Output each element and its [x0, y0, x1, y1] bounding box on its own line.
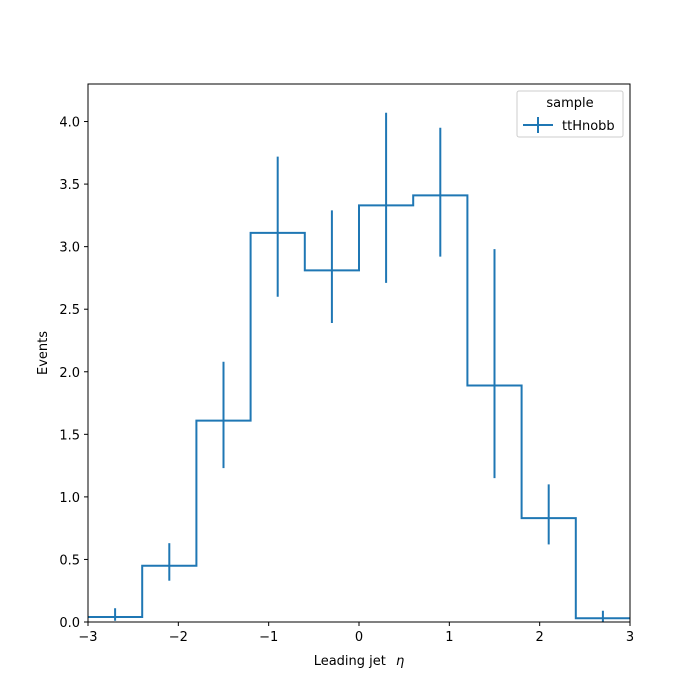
x-tick-label: 2	[536, 630, 544, 645]
histogram-step-0	[88, 194, 630, 620]
x-axis: −3 −2 −1 0 1 2 3	[78, 622, 634, 645]
y-tick-label: 2.5	[59, 303, 80, 318]
y-tick-label: 1.0	[59, 491, 80, 506]
y-tick-label: 0.5	[59, 553, 80, 568]
legend: sample ttHnobb	[516, 90, 624, 138]
x-axis-label-text: Leading jet	[314, 654, 386, 669]
y-axis-label: Events	[36, 331, 51, 375]
y-tick-label: 3.5	[59, 178, 80, 193]
y-tick-label: 3.0	[59, 241, 80, 256]
legend-title: sample	[546, 96, 593, 111]
y-axis: 0.0 0.5 1.0 1.5 2.0 2.5 3.0 3.5 4.0	[59, 116, 88, 631]
x-axis-label: Leading jet η	[314, 654, 405, 669]
x-tick-label: 3	[626, 630, 634, 645]
x-tick-label: 0	[355, 630, 363, 645]
x-tick-label: −3	[78, 630, 97, 645]
y-tick-label: 2.0	[59, 366, 80, 381]
y-tick-label: 4.0	[59, 116, 80, 131]
x-axis-label-symbol: η	[396, 654, 404, 669]
x-tick-label: −2	[169, 630, 188, 645]
legend-series-label: ttHnobb	[562, 119, 615, 134]
y-tick-label: 1.5	[59, 428, 80, 443]
x-tick-label: −1	[259, 630, 278, 645]
y-tick-label: 0.0	[59, 616, 80, 631]
x-tick-label: 1	[445, 630, 453, 645]
